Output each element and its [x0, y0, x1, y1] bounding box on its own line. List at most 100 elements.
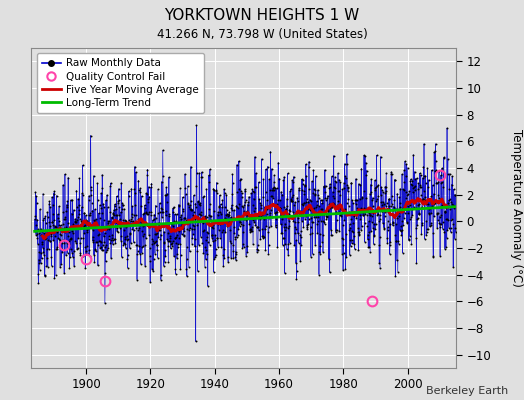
Point — [40, 215, 48, 222]
Point — [353, 204, 362, 211]
Point — [176, 185, 184, 191]
Point — [304, 221, 312, 228]
Point — [360, 204, 368, 211]
Point — [193, 222, 201, 228]
Point — [331, 229, 340, 235]
Point — [189, 222, 197, 228]
Point — [281, 206, 290, 212]
Point — [193, 248, 202, 254]
Point — [201, 246, 210, 253]
Point — [276, 204, 285, 211]
Point — [450, 202, 458, 209]
Point — [283, 196, 291, 202]
Point — [170, 218, 179, 224]
Point — [266, 213, 274, 220]
Point — [74, 196, 82, 202]
Point — [216, 201, 225, 208]
Point — [34, 241, 42, 247]
Point — [82, 212, 90, 219]
Point — [219, 252, 227, 258]
Point — [421, 194, 429, 200]
Point — [172, 218, 180, 224]
Point — [101, 300, 109, 306]
Point — [140, 222, 148, 228]
Point — [147, 208, 156, 215]
Point — [257, 156, 266, 162]
Point — [346, 224, 354, 231]
Point — [38, 238, 47, 245]
Point — [356, 212, 364, 218]
Point — [224, 212, 233, 219]
Point — [225, 219, 233, 226]
Point — [279, 177, 288, 184]
Point — [223, 211, 232, 217]
Point — [161, 192, 170, 198]
Point — [97, 190, 105, 196]
Point — [32, 230, 41, 237]
Point — [236, 218, 245, 225]
Point — [115, 204, 124, 210]
Point — [124, 264, 132, 271]
Point — [291, 199, 299, 205]
Point — [216, 234, 224, 241]
Point — [114, 197, 123, 203]
Point — [357, 223, 366, 229]
Point — [131, 222, 139, 228]
Point — [385, 202, 394, 209]
Point — [123, 255, 132, 262]
Point — [206, 166, 214, 173]
Point — [207, 213, 215, 219]
Point — [254, 247, 262, 254]
Point — [62, 208, 70, 214]
Point — [162, 208, 171, 214]
Point — [84, 251, 92, 257]
Point — [404, 203, 412, 210]
Point — [447, 215, 456, 222]
Point — [424, 226, 432, 232]
Point — [377, 199, 386, 205]
Point — [347, 180, 356, 186]
Point — [278, 230, 286, 236]
Point — [419, 164, 428, 170]
Point — [274, 159, 282, 166]
Point — [214, 220, 223, 227]
Point — [198, 215, 206, 222]
Point — [338, 186, 346, 192]
Point — [43, 214, 52, 220]
Point — [261, 166, 270, 172]
Point — [185, 202, 194, 208]
Point — [87, 184, 95, 190]
Point — [112, 206, 120, 212]
Point — [221, 215, 230, 222]
Point — [232, 251, 241, 257]
Point — [345, 252, 354, 258]
Point — [237, 190, 246, 196]
Point — [365, 244, 374, 251]
Point — [129, 239, 138, 246]
Point — [269, 187, 277, 193]
Point — [278, 215, 286, 222]
Point — [350, 209, 358, 216]
Point — [267, 223, 275, 230]
Point — [80, 222, 88, 229]
Point — [161, 253, 169, 260]
Point — [188, 240, 196, 247]
Point — [199, 228, 207, 234]
Point — [48, 194, 56, 200]
Point — [366, 248, 374, 255]
Point — [175, 227, 183, 234]
Point — [66, 253, 74, 260]
Point — [438, 179, 446, 186]
Point — [169, 238, 178, 244]
Point — [376, 234, 384, 241]
Point — [172, 240, 181, 246]
Point — [223, 220, 232, 226]
Point — [201, 264, 209, 270]
Point — [362, 160, 370, 166]
Point — [165, 238, 173, 245]
Point — [413, 216, 421, 222]
Point — [367, 176, 375, 182]
Point — [166, 233, 174, 239]
Point — [328, 204, 336, 210]
Point — [376, 216, 385, 222]
